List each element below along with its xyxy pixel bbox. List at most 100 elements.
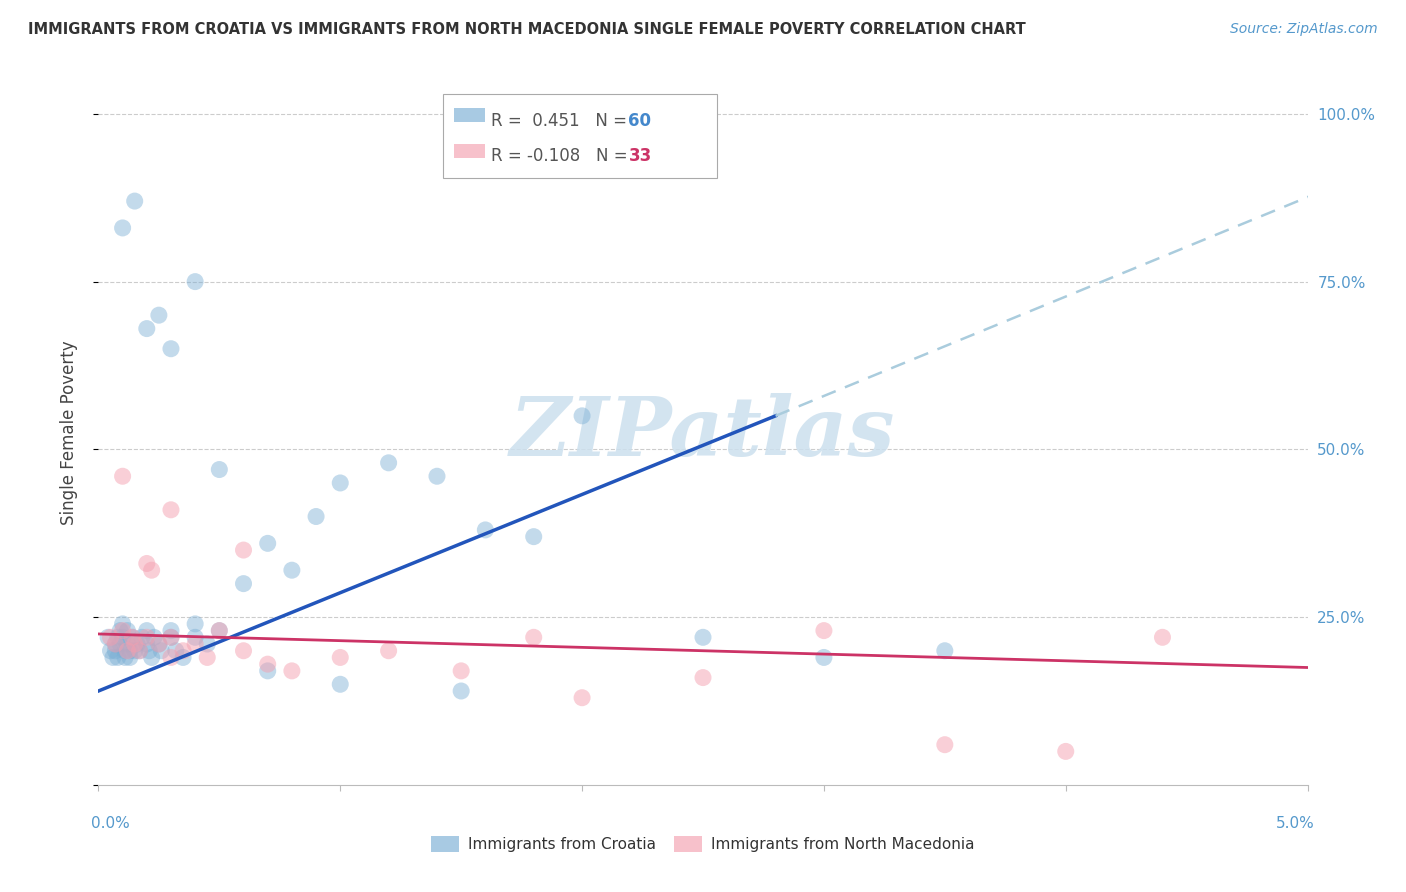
Point	[160, 650, 183, 665]
Point	[426, 469, 449, 483]
Point	[281, 563, 304, 577]
Point	[232, 576, 254, 591]
Point	[195, 637, 218, 651]
Point	[172, 644, 194, 658]
Point	[111, 630, 134, 644]
Point	[256, 657, 278, 672]
Text: 0.0%: 0.0%	[91, 816, 131, 831]
Point	[128, 644, 150, 658]
Point	[111, 469, 134, 483]
Point	[571, 409, 593, 423]
Point	[305, 509, 328, 524]
Y-axis label: Single Female Poverty: Single Female Poverty	[59, 341, 77, 524]
Point	[104, 644, 127, 658]
Point	[114, 644, 136, 658]
Point	[692, 671, 714, 685]
Point	[160, 624, 183, 638]
Point	[474, 523, 496, 537]
Point	[97, 630, 120, 644]
Point	[111, 624, 134, 638]
Point	[523, 530, 546, 544]
Text: ZIPatlas: ZIPatlas	[510, 392, 896, 473]
Point	[934, 738, 956, 752]
Point	[131, 630, 153, 644]
Point	[100, 644, 122, 658]
Point	[256, 536, 278, 550]
Point	[108, 637, 131, 651]
Point	[281, 664, 304, 678]
Point	[172, 650, 194, 665]
Point	[117, 637, 139, 651]
Point	[1054, 744, 1077, 758]
Point	[208, 624, 231, 638]
Point	[450, 684, 472, 698]
Text: IMMIGRANTS FROM CROATIA VS IMMIGRANTS FROM NORTH MACEDONIA SINGLE FEMALE POVERTY: IMMIGRANTS FROM CROATIA VS IMMIGRANTS FR…	[28, 22, 1026, 37]
Point	[148, 637, 170, 651]
Point	[127, 637, 149, 651]
Point	[117, 644, 139, 658]
Point	[184, 630, 207, 644]
Point	[329, 475, 352, 490]
Text: 33: 33	[628, 147, 652, 165]
Point	[107, 650, 129, 665]
Point	[118, 650, 141, 665]
Point	[138, 644, 160, 658]
Point	[184, 616, 207, 631]
Point	[934, 644, 956, 658]
Text: R = -0.108   N =: R = -0.108 N =	[491, 147, 633, 165]
Point	[232, 644, 254, 658]
Text: Source: ZipAtlas.com: Source: ZipAtlas.com	[1230, 22, 1378, 37]
Legend: Immigrants from Croatia, Immigrants from North Macedonia: Immigrants from Croatia, Immigrants from…	[425, 830, 981, 858]
Point	[121, 630, 143, 644]
Point	[135, 557, 157, 571]
Point	[104, 637, 127, 651]
Text: 60: 60	[628, 112, 651, 129]
Point	[104, 637, 127, 651]
Point	[813, 650, 835, 665]
Point	[135, 637, 157, 651]
Text: 5.0%: 5.0%	[1275, 816, 1315, 831]
Point	[184, 637, 207, 651]
Point	[813, 624, 835, 638]
Point	[107, 630, 129, 644]
Point	[184, 275, 207, 289]
Point	[121, 630, 143, 644]
Point	[148, 637, 170, 651]
Point	[208, 462, 231, 476]
Point	[117, 624, 139, 638]
Point	[135, 624, 157, 638]
Point	[160, 630, 183, 644]
Point	[135, 321, 157, 335]
Point	[124, 637, 146, 651]
Point	[141, 650, 163, 665]
Point	[160, 503, 183, 517]
Point	[101, 650, 124, 665]
Point	[450, 664, 472, 678]
Point	[118, 644, 141, 658]
Point	[124, 194, 146, 208]
Text: R =  0.451   N =: R = 0.451 N =	[491, 112, 631, 129]
Point	[377, 644, 399, 658]
Point	[232, 543, 254, 558]
Point	[256, 664, 278, 678]
Point	[143, 630, 166, 644]
Point	[124, 644, 146, 658]
Point	[160, 630, 183, 644]
Point	[692, 630, 714, 644]
Point	[100, 630, 122, 644]
Point	[165, 644, 187, 658]
Point	[1152, 630, 1174, 644]
Point	[150, 644, 173, 658]
Point	[111, 221, 134, 235]
Point	[208, 624, 231, 638]
Point	[523, 630, 546, 644]
Point	[329, 677, 352, 691]
Point	[128, 644, 150, 658]
Point	[571, 690, 593, 705]
Point	[108, 624, 131, 638]
Point	[329, 650, 352, 665]
Point	[160, 342, 183, 356]
Point	[148, 308, 170, 322]
Point	[135, 630, 157, 644]
Point	[111, 616, 134, 631]
